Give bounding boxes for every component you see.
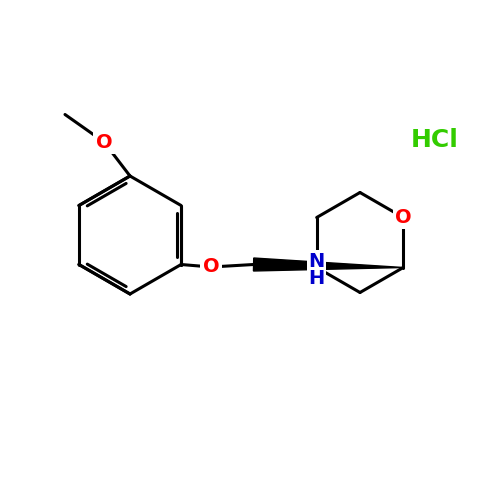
Text: O: O bbox=[203, 258, 220, 276]
Text: N: N bbox=[308, 252, 325, 271]
Text: H: H bbox=[308, 269, 325, 288]
Text: O: O bbox=[96, 132, 112, 152]
Text: O: O bbox=[395, 208, 411, 227]
Polygon shape bbox=[254, 258, 404, 271]
Text: HCl: HCl bbox=[411, 128, 459, 152]
